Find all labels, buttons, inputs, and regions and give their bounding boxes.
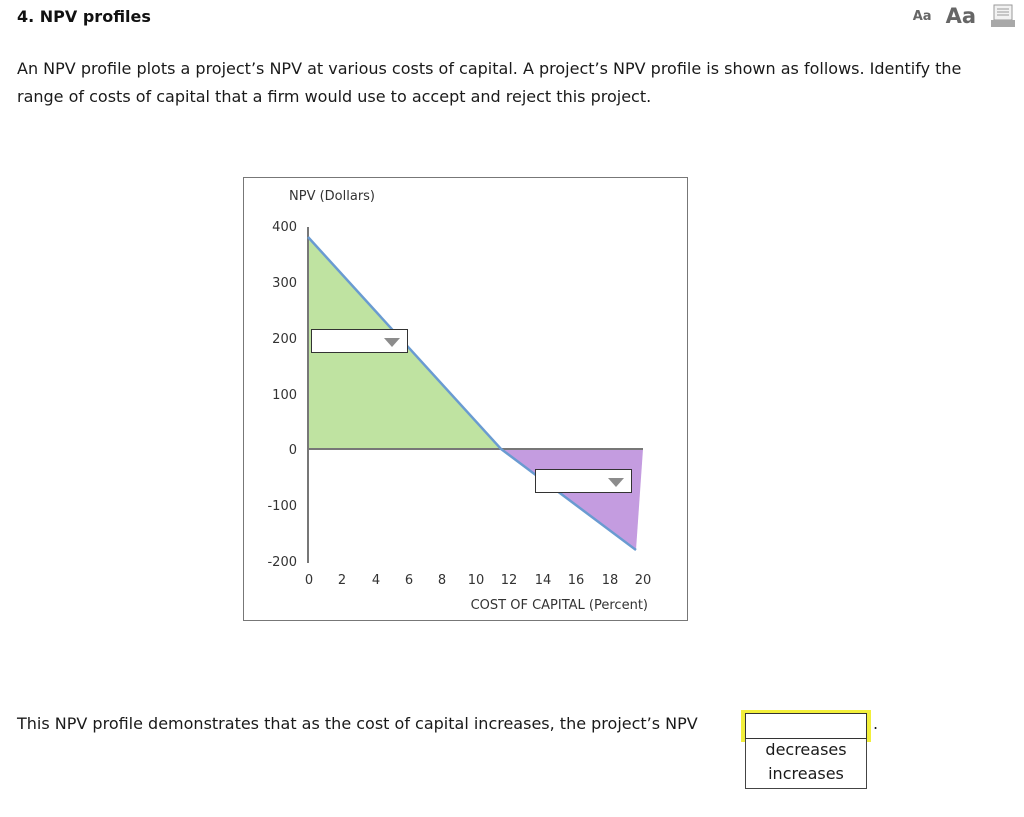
svg-text:18: 18 [602, 573, 619, 588]
x-tick-labels: 0 2 4 6 8 10 12 14 16 18 20 [305, 573, 651, 588]
svg-text:16: 16 [568, 573, 585, 588]
svg-text:-100: -100 [267, 499, 297, 514]
accept-range-dropdown[interactable] [311, 329, 408, 353]
npv-chart: NPV (Dollars) 400 300 200 100 0 -100 -20… [243, 177, 688, 621]
svg-text:6: 6 [405, 573, 413, 588]
svg-text:2: 2 [338, 573, 346, 588]
reject-range-dropdown[interactable] [535, 469, 632, 493]
option-decreases[interactable]: decreases [765, 740, 847, 759]
option-increases[interactable]: increases [768, 764, 844, 783]
toolbar: Aa Aa [913, 4, 1016, 28]
y-axis-label: NPV (Dollars) [289, 189, 375, 204]
sentence-period: . [873, 714, 879, 733]
svg-text:300: 300 [272, 276, 297, 291]
chevron-down-icon [608, 478, 624, 487]
font-size-small-button[interactable]: Aa [912, 8, 932, 24]
y-tick-labels: 400 300 200 100 0 -100 -200 [267, 220, 297, 570]
intro-text: An NPV profile plots a project’s NPV at … [17, 59, 962, 106]
chevron-down-icon [384, 338, 400, 347]
svg-text:100: 100 [272, 388, 297, 403]
svg-text:12: 12 [501, 573, 518, 588]
svg-text:14: 14 [535, 573, 552, 588]
svg-text:200: 200 [272, 332, 297, 347]
npv-chart-plot: NPV (Dollars) 400 300 200 100 0 -100 -20… [267, 189, 651, 613]
npv-trend-select[interactable] [745, 713, 867, 739]
svg-text:-200: -200 [267, 555, 297, 570]
svg-text:4: 4 [372, 573, 380, 588]
x-axis-label: COST OF CAPITAL (Percent) [471, 598, 648, 613]
svg-text:0: 0 [289, 443, 297, 458]
npv-trend-options: decreases increases [745, 739, 867, 789]
svg-text:8: 8 [438, 573, 446, 588]
svg-text:400: 400 [272, 220, 297, 235]
npv-line [307, 236, 637, 552]
font-size-large-button[interactable]: Aa [945, 4, 976, 28]
print-icon[interactable] [990, 4, 1016, 28]
svg-text:0: 0 [305, 573, 313, 588]
question-title: 4. NPV profiles [17, 7, 151, 26]
question-sentence: This NPV profile demonstrates that as th… [17, 714, 698, 733]
svg-text:10: 10 [468, 573, 485, 588]
svg-text:20: 20 [635, 573, 652, 588]
